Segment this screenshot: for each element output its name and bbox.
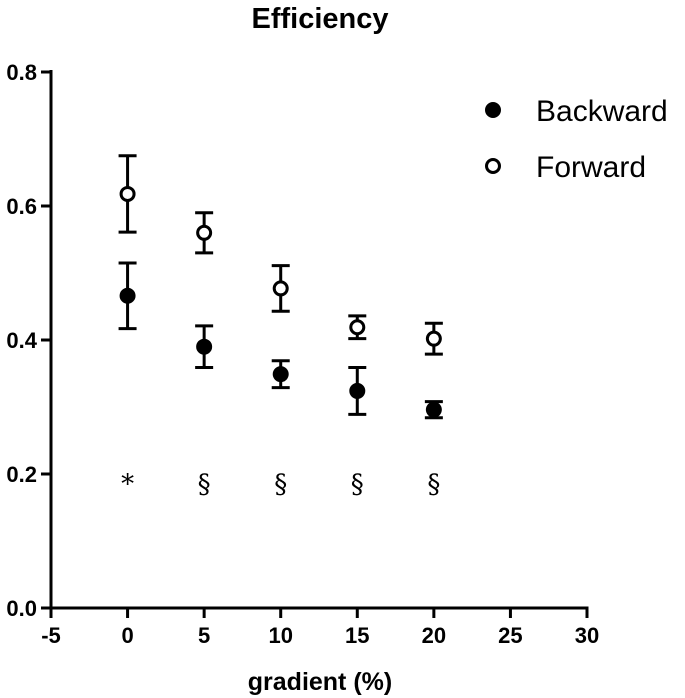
data-point bbox=[272, 280, 289, 297]
data-point bbox=[119, 287, 136, 304]
series-forward bbox=[118, 154, 443, 356]
annotations: * § § § § bbox=[121, 470, 440, 500]
legend-label: Backward bbox=[536, 95, 668, 128]
legend-label: Forward bbox=[536, 151, 646, 184]
data-point bbox=[349, 382, 366, 399]
data-point bbox=[272, 366, 289, 383]
x-tick-label: 30 bbox=[575, 623, 599, 648]
legend-marker bbox=[485, 158, 501, 174]
data-point bbox=[119, 185, 136, 202]
x-tick-label: -5 bbox=[41, 623, 61, 648]
y-tick-label: 0.8 bbox=[6, 60, 37, 85]
y-tick-label: 0.2 bbox=[6, 462, 37, 487]
data-point bbox=[196, 338, 213, 355]
data-point bbox=[425, 401, 442, 418]
data-point bbox=[349, 319, 366, 336]
data-point bbox=[425, 330, 442, 347]
significance-marker: § bbox=[351, 470, 364, 500]
y-tick-label: 0.4 bbox=[6, 328, 37, 353]
y-tick-label: 0.0 bbox=[6, 596, 37, 621]
x-tick-label: 5 bbox=[198, 623, 210, 648]
x-tick-label: 0 bbox=[121, 623, 133, 648]
legend: Backward Forward bbox=[485, 95, 668, 184]
x-tick-label: 20 bbox=[422, 623, 446, 648]
y-tick-label: 0.6 bbox=[6, 194, 37, 219]
chart-title: Efficiency bbox=[252, 3, 389, 35]
x-axis-label: gradient (%) bbox=[248, 668, 392, 696]
axes: 0.0 0.2 0.4 0.6 0.8 -5 0 5 10 15 20 25 30 bbox=[6, 60, 599, 648]
significance-marker: § bbox=[198, 470, 211, 500]
x-tick-label: 25 bbox=[498, 623, 522, 648]
x-tick-label: 15 bbox=[345, 623, 369, 648]
significance-marker: § bbox=[427, 470, 440, 500]
series-backward bbox=[118, 261, 443, 420]
legend-marker bbox=[485, 102, 501, 118]
data-point bbox=[196, 224, 213, 241]
series-layer bbox=[118, 154, 443, 420]
significance-marker: * bbox=[121, 470, 134, 500]
x-tick-label: 10 bbox=[268, 623, 292, 648]
significance-marker: § bbox=[274, 470, 287, 500]
